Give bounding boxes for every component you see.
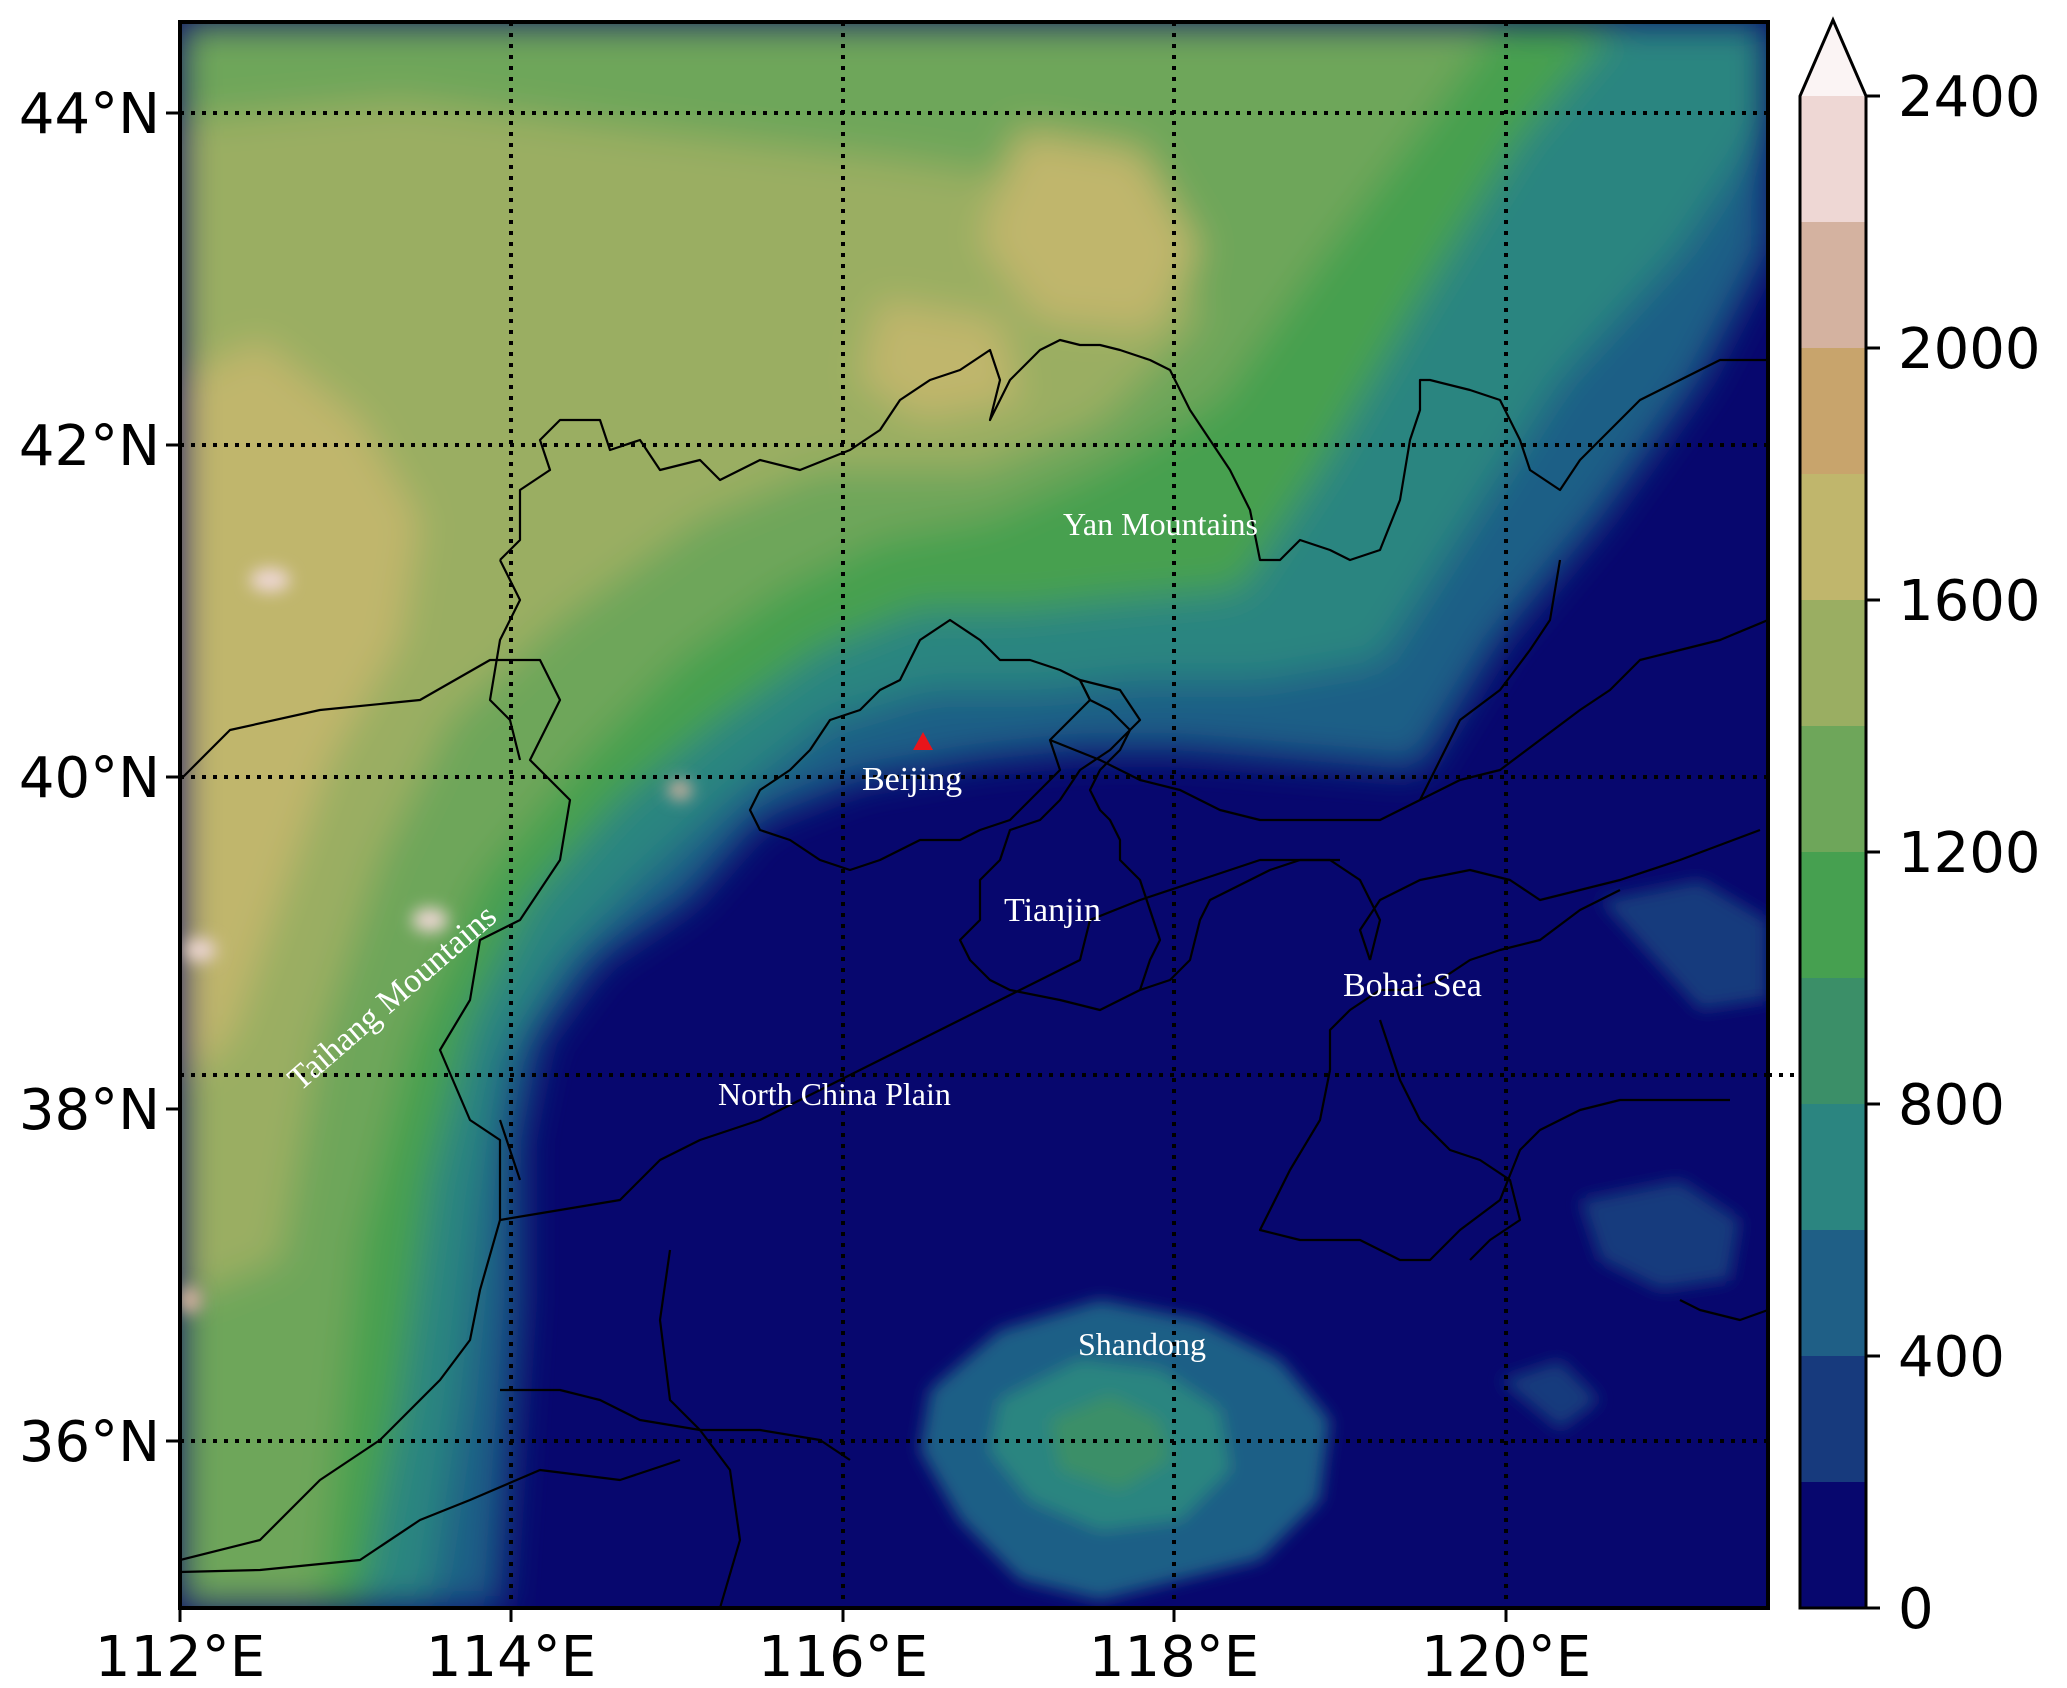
y-tick-label: 38°N — [19, 1078, 160, 1143]
label-tianjin: Tianjin — [1004, 892, 1101, 929]
y-axis: 44°N 42°N 40°N 38°N 36°N — [19, 82, 180, 1475]
colorbar-tick-label: 1600 — [1898, 569, 2041, 634]
coordinate-grid — [180, 22, 1768, 1608]
colorbar-band — [1800, 474, 1866, 600]
x-tick-label: 118°E — [1089, 1625, 1259, 1688]
colorbar-tick-label: 2400 — [1898, 65, 2041, 130]
x-axis: 112°E 114°E 116°E 118°E 120°E — [95, 1608, 1591, 1688]
label-yan-mountains: Yan Mountains — [1063, 506, 1258, 542]
x-tick-label: 114°E — [426, 1625, 596, 1688]
map-frame — [178, 20, 1770, 1610]
label-bohai-sea: Bohai Sea — [1343, 967, 1482, 1004]
colorbar-tick-label: 2000 — [1898, 317, 2041, 382]
colorbar-tick-label: 0 — [1898, 1577, 1934, 1642]
y-tick-label: 44°N — [19, 82, 160, 147]
beijing-marker — [913, 732, 933, 750]
colorbar-extend-arrow — [1800, 20, 1866, 96]
colorbar-band — [1800, 1356, 1866, 1482]
colorbar-band — [1800, 1482, 1866, 1608]
colorbar-band — [1800, 1104, 1866, 1230]
colorbar-tick-label: 400 — [1898, 1325, 2005, 1390]
x-tick-label: 112°E — [95, 1625, 265, 1688]
colorbar-band — [1800, 222, 1866, 348]
province-boundaries — [180, 338, 1768, 1608]
y-tick-label: 42°N — [19, 414, 160, 479]
colorbar-tick-label: 1200 — [1898, 821, 2041, 886]
colorbar-band — [1800, 96, 1866, 222]
colorbar-tick-label: 800 — [1898, 1073, 2005, 1138]
label-beijing: Beijing — [862, 761, 962, 798]
colorbar-band — [1800, 1230, 1866, 1356]
colorbar-band — [1800, 600, 1866, 726]
label-north-china-plain: North China Plain — [718, 1076, 951, 1112]
colorbar-band — [1800, 978, 1866, 1104]
colorbar-band — [1800, 726, 1866, 852]
colorbar-outline — [1798, 16, 1868, 1610]
label-shandong: Shandong — [1078, 1326, 1206, 1362]
y-tick-label: 36°N — [19, 1410, 160, 1475]
map-panel: Yan Mountains Beijing Tianjin Bohai Sea … — [180, 22, 1768, 1608]
x-tick-label: 120°E — [1421, 1625, 1591, 1688]
x-tick-label: 116°E — [758, 1625, 928, 1688]
colorbar: 2400 2000 1600 1200 800 400 0 — [1798, 16, 2041, 1642]
colorbar-band — [1800, 348, 1866, 474]
y-tick-label: 40°N — [19, 746, 160, 811]
colorbar-bands — [1800, 20, 1866, 1608]
colorbar-band — [1800, 852, 1866, 978]
